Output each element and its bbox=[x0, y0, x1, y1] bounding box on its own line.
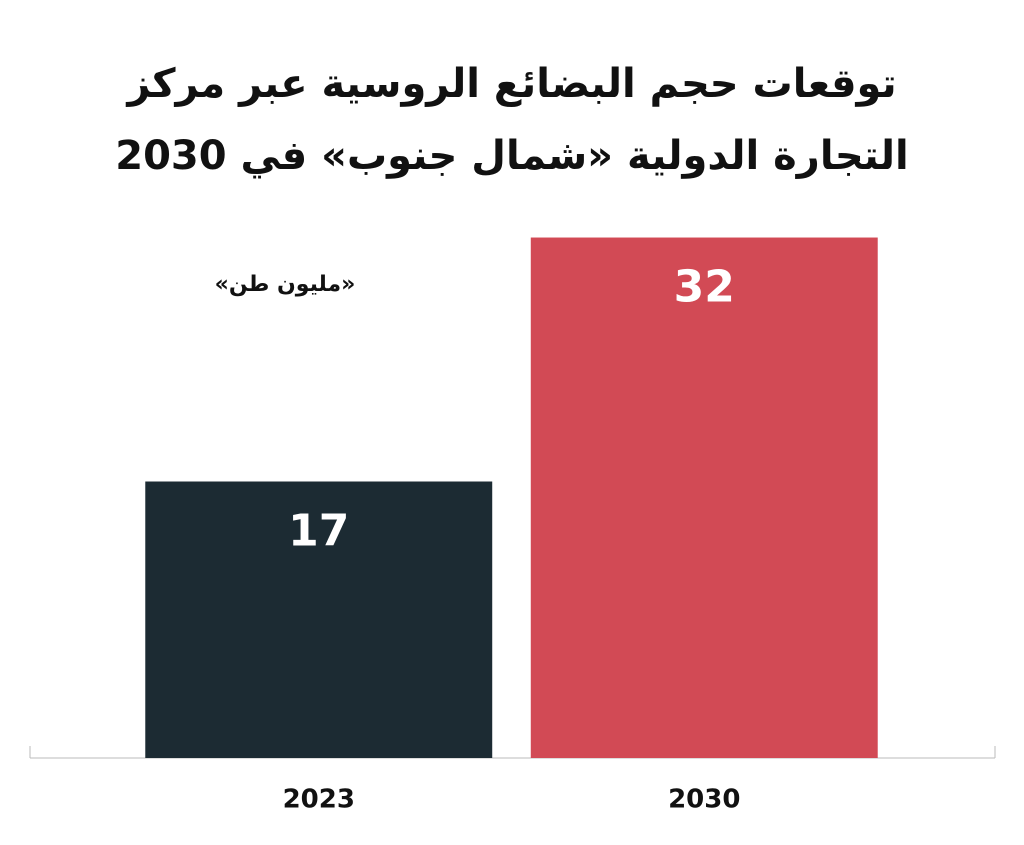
value-label: 32 bbox=[674, 262, 735, 313]
value-label: 17 bbox=[288, 506, 349, 557]
x-tick-label: 2030 bbox=[668, 785, 740, 815]
bar bbox=[145, 481, 493, 758]
x-tick-label: 2023 bbox=[283, 785, 355, 815]
chart-title: توقعات حجم البضائع الروسية عبر مركز التج… bbox=[115, 61, 909, 179]
unit-label: «مليون طن» bbox=[215, 272, 356, 297]
bar bbox=[530, 237, 878, 758]
